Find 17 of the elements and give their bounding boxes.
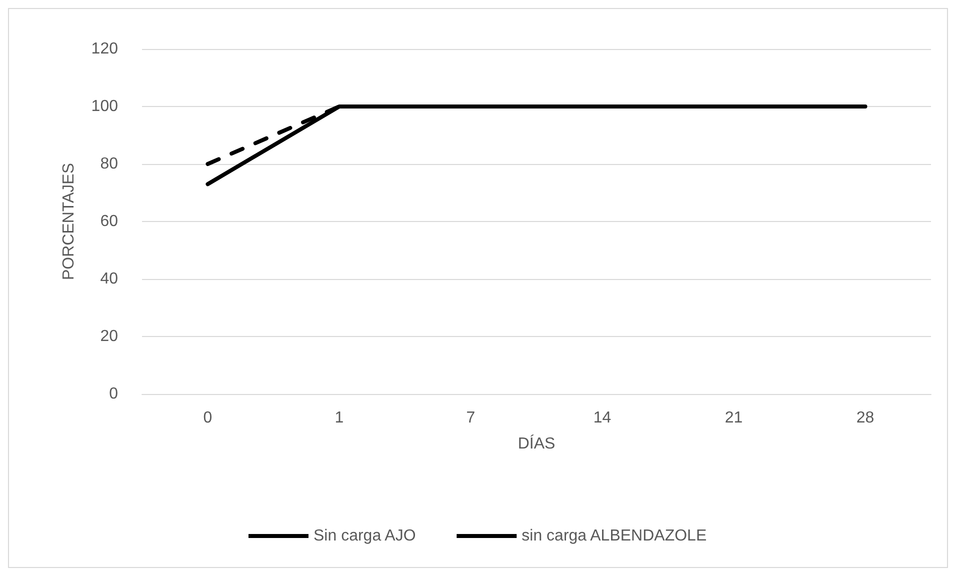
x-tick-label: 1 [334, 410, 344, 426]
y-tick-label: 40 [100, 270, 118, 288]
y-axis-title: PORCENTAJES [60, 162, 78, 280]
x-tick-label: 21 [724, 410, 743, 426]
x-tick-label: 14 [593, 410, 612, 426]
y-tick-label: 60 [100, 213, 118, 230]
legend-label: Sin carga AJO [313, 528, 416, 544]
x-tick-label: 0 [203, 410, 212, 426]
y-tick-label: 80 [100, 156, 118, 172]
x-tick-label: 28 [856, 410, 874, 426]
x-axis-title: DÍAS [518, 434, 556, 452]
legend-label: sin carga ALBENDAZOLE [522, 528, 707, 544]
y-tick-label: 20 [100, 328, 118, 345]
y-tick-label: 100 [91, 98, 118, 115]
y-tick-label: 120 [91, 40, 118, 58]
y-tick-label: 0 [109, 386, 118, 402]
x-tick-label: 7 [466, 410, 476, 426]
